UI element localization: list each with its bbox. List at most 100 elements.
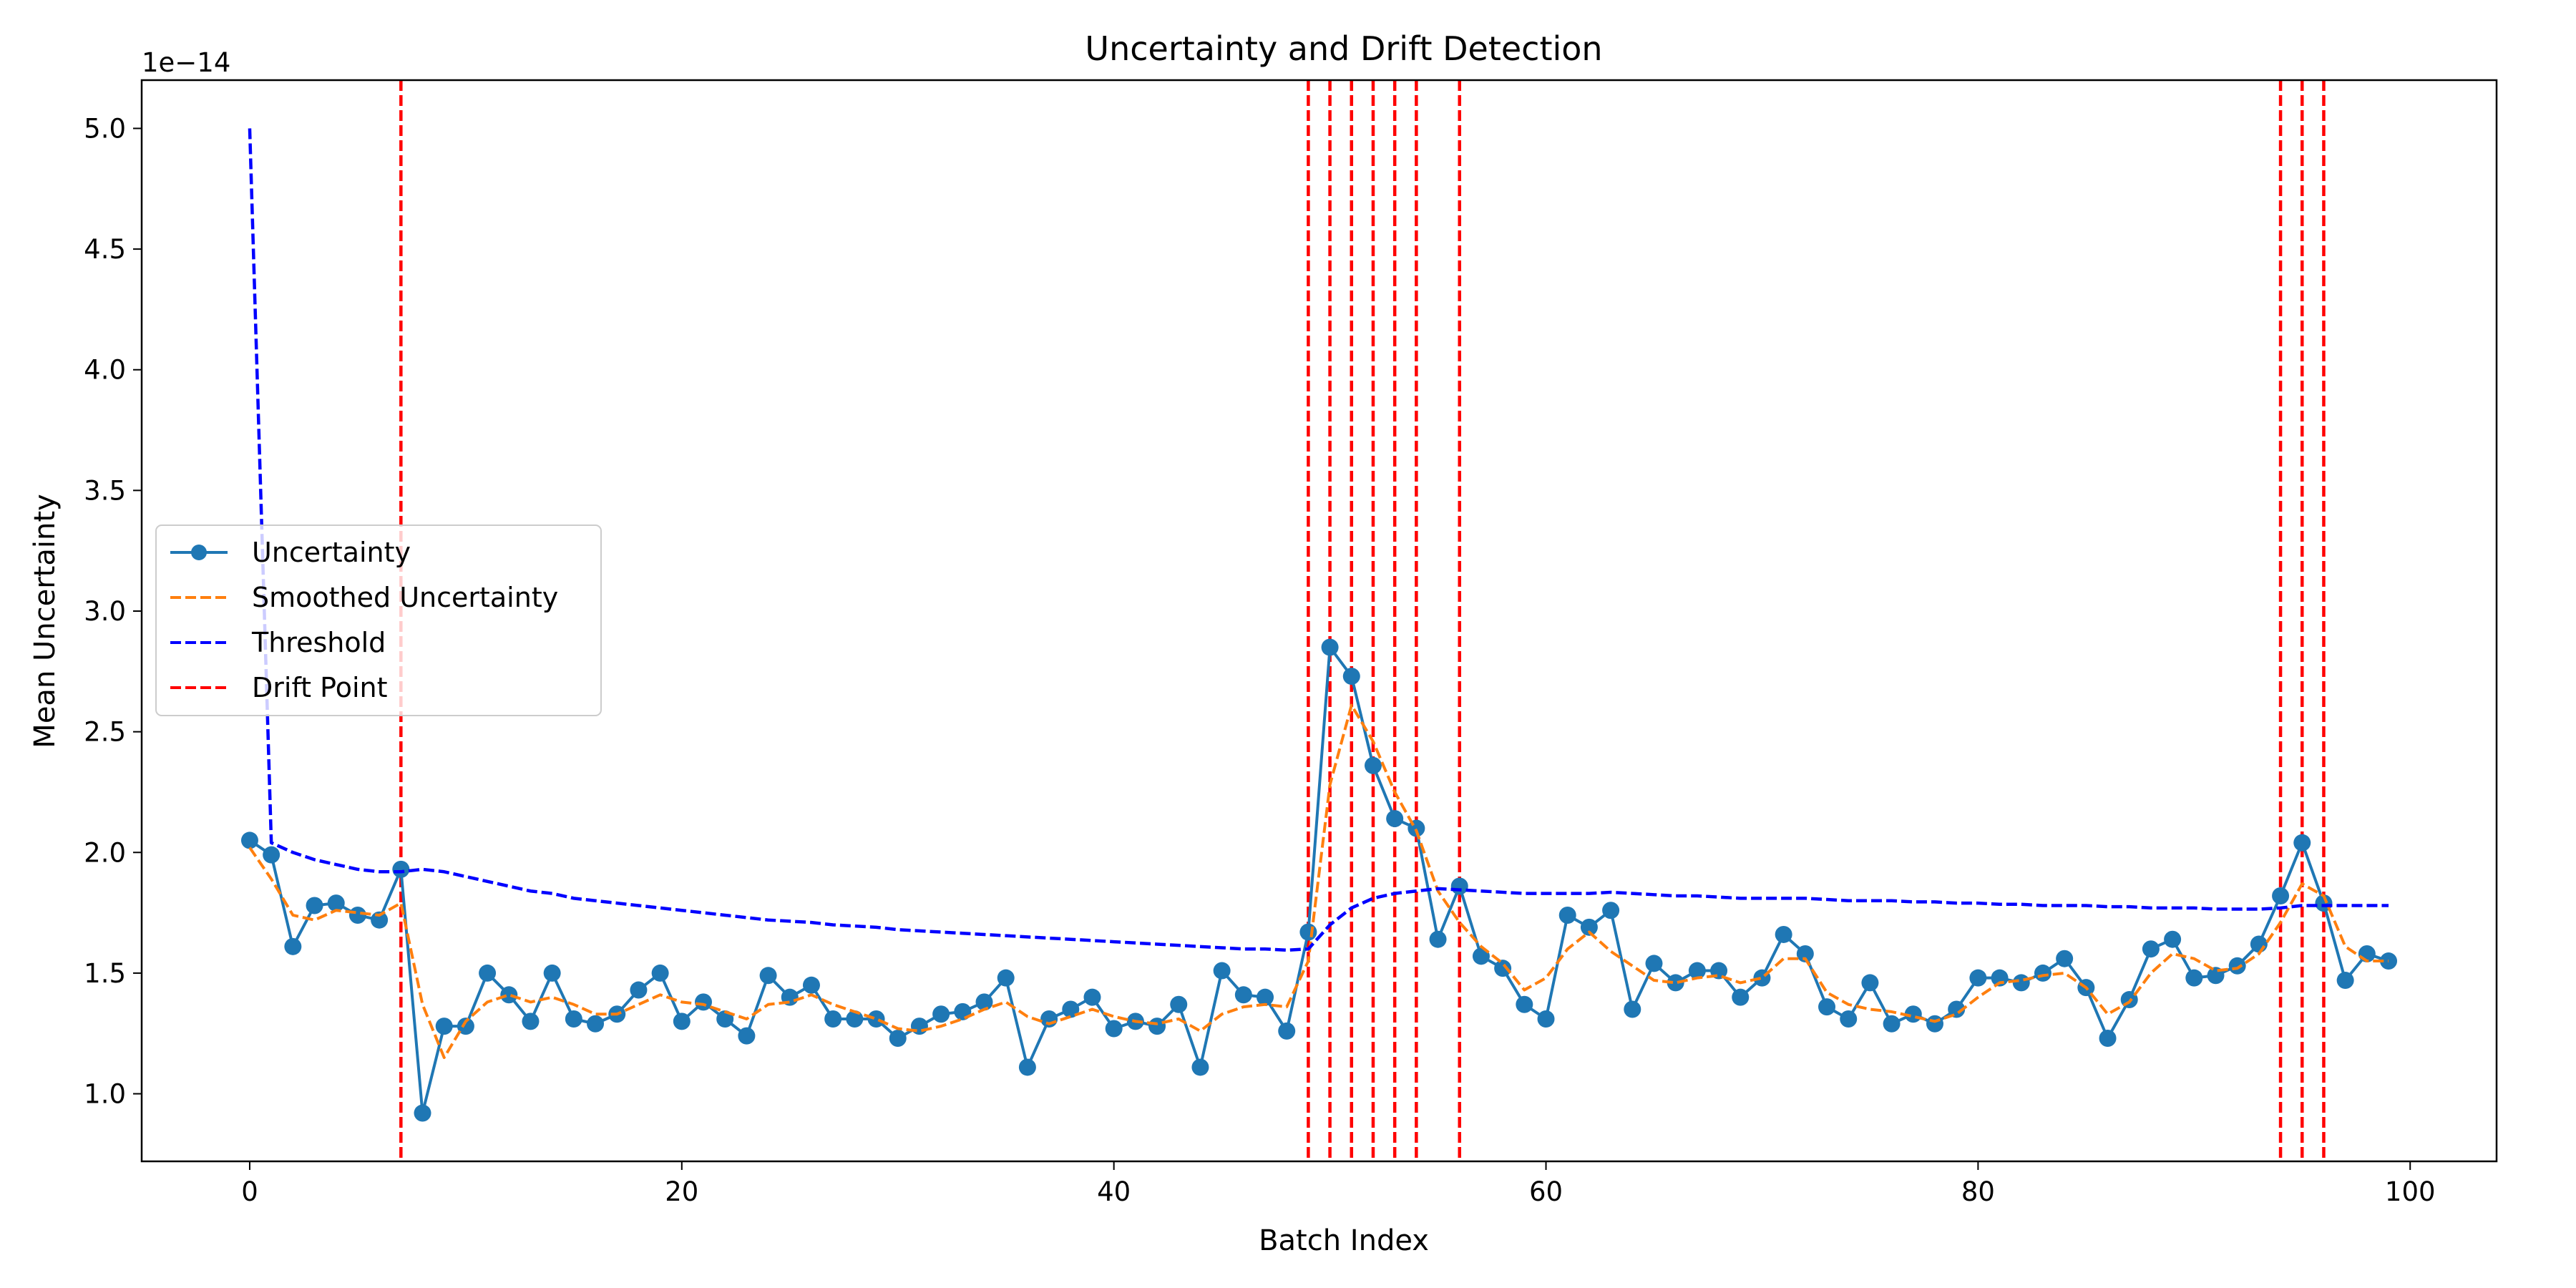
y-tick-label: 1.0 — [84, 1079, 126, 1110]
data-point-uncertainty — [587, 1015, 605, 1033]
data-point-uncertainty — [1083, 988, 1101, 1006]
data-point-uncertainty — [1840, 1010, 1858, 1028]
data-point-uncertainty — [263, 846, 280, 864]
data-point-uncertainty — [240, 831, 258, 849]
data-point-uncertainty — [2228, 957, 2246, 975]
data-point-uncertainty — [2336, 972, 2354, 990]
data-point-uncertainty — [1926, 1015, 1943, 1033]
y-tick-label: 3.5 — [84, 475, 126, 506]
data-point-uncertainty — [284, 937, 302, 955]
data-point-uncertainty — [1364, 756, 1382, 774]
legend-entry-threshold: Threshold — [170, 627, 386, 658]
x-tick-label: 60 — [1529, 1176, 1563, 1207]
data-point-uncertainty — [2056, 950, 2074, 967]
data-point-uncertainty — [802, 976, 820, 994]
data-point-uncertainty — [392, 860, 410, 878]
data-point-uncertainty — [1321, 638, 1339, 656]
data-point-uncertainty — [651, 964, 669, 982]
y-axis-label: Mean Uncertainty — [29, 494, 62, 748]
data-point-uncertainty — [1429, 930, 1447, 948]
data-point-uncertainty — [1580, 918, 1598, 936]
legend-label-drift-point: Drift Point — [252, 672, 387, 703]
legend-label-threshold: Threshold — [251, 627, 386, 658]
data-point-uncertainty — [1602, 902, 1620, 919]
series-line-smoothed-uncertainty — [248, 703, 2389, 1059]
y-tick-label: 5.0 — [84, 113, 126, 144]
data-point-uncertainty — [695, 993, 713, 1011]
plot-frame — [140, 79, 2498, 1163]
data-point-uncertainty — [522, 1013, 540, 1030]
data-point-uncertainty — [2034, 964, 2051, 982]
data-point-uncertainty — [1796, 945, 1814, 962]
data-point-uncertainty — [889, 1029, 907, 1047]
data-point-uncertainty — [910, 1018, 928, 1035]
data-point-uncertainty — [1018, 1058, 1036, 1076]
y-axis-scale-exponent: 1e−14 — [142, 47, 230, 78]
data-point-uncertainty — [348, 906, 366, 924]
data-point-uncertainty — [457, 1018, 474, 1035]
data-point-uncertainty — [565, 1010, 582, 1028]
data-point-uncertainty — [997, 969, 1015, 987]
data-point-uncertainty — [1645, 955, 1663, 972]
y-tick-label: 2.0 — [84, 837, 126, 868]
data-point-uncertainty — [1667, 974, 1684, 992]
data-point-uncertainty — [1969, 969, 1987, 987]
y-tick-label: 4.0 — [84, 355, 126, 386]
data-point-uncertainty — [2272, 887, 2290, 904]
legend-entry-smoothed-uncertainty: Smoothed Uncertainty — [170, 582, 558, 613]
data-point-uncertainty — [1213, 962, 1231, 980]
data-point-uncertainty — [867, 1010, 885, 1028]
x-axis-label: Batch Index — [1259, 1224, 1429, 1257]
data-point-uncertainty — [543, 964, 561, 982]
x-tick-label: 100 — [2385, 1176, 2436, 1207]
data-point-uncertainty — [1494, 960, 1512, 977]
data-point-uncertainty — [1342, 668, 1360, 686]
data-point-uncertainty — [738, 1027, 756, 1045]
legend-entry-uncertainty: Uncertainty — [170, 537, 411, 568]
data-point-uncertainty — [1883, 1015, 1901, 1033]
data-point-uncertainty — [1472, 947, 1490, 965]
data-point-uncertainty — [1861, 974, 1879, 992]
data-point-uncertainty — [759, 967, 777, 985]
x-tick-label: 80 — [1961, 1176, 1995, 1207]
data-point-uncertainty — [2142, 940, 2160, 958]
data-point-uncertainty — [1191, 1058, 1209, 1076]
data-point-uncertainty — [1516, 995, 1533, 1013]
data-point-uncertainty — [1105, 1020, 1123, 1038]
data-point-uncertainty — [673, 1013, 691, 1030]
legend-label-smoothed-uncertainty: Smoothed Uncertainty — [252, 582, 558, 613]
data-point-uncertainty — [414, 1104, 431, 1122]
data-point-uncertainty — [1234, 986, 1252, 1004]
legend-marker-uncertainty — [191, 545, 207, 560]
data-point-uncertainty — [2293, 834, 2311, 852]
data-point-uncertainty — [1948, 1000, 1966, 1018]
chart-title: Uncertainty and Drift Detection — [1085, 29, 1602, 68]
data-point-uncertainty — [2185, 969, 2203, 987]
data-point-uncertainty — [2012, 974, 2030, 992]
series-line-threshold — [248, 128, 2389, 952]
legend-frame — [155, 525, 602, 716]
data-point-uncertainty — [1170, 995, 1188, 1013]
data-point-uncertainty — [1624, 1000, 1641, 1018]
x-tick-label: 40 — [1097, 1176, 1131, 1207]
data-point-uncertainty — [2099, 1029, 2117, 1047]
data-point-uncertainty — [975, 993, 993, 1011]
legend-label-uncertainty: Uncertainty — [252, 537, 411, 568]
data-point-uncertainty — [1257, 988, 1274, 1006]
data-point-uncertainty — [824, 1010, 842, 1028]
x-tick-label: 20 — [665, 1176, 698, 1207]
data-point-uncertainty — [1148, 1018, 1166, 1035]
data-point-uncertainty — [2250, 935, 2268, 953]
y-tick-label: 2.5 — [84, 717, 126, 748]
data-point-uncertainty — [2164, 930, 2182, 948]
data-point-uncertainty — [500, 986, 518, 1004]
data-point-uncertainty — [1278, 1022, 1296, 1040]
plot-area: 0 20 40 60 80 100 1.0 1.5 2.0 2.5 3.0 3.5 4.0 4.5 5.0 — [84, 79, 2498, 1207]
legend-entry-drift-point: Drift Point — [170, 672, 387, 703]
data-point-uncertainty — [435, 1018, 453, 1035]
data-point-uncertainty — [327, 894, 345, 912]
y-tick-label: 3.0 — [84, 596, 126, 627]
data-point-uncertainty — [1775, 925, 1792, 943]
